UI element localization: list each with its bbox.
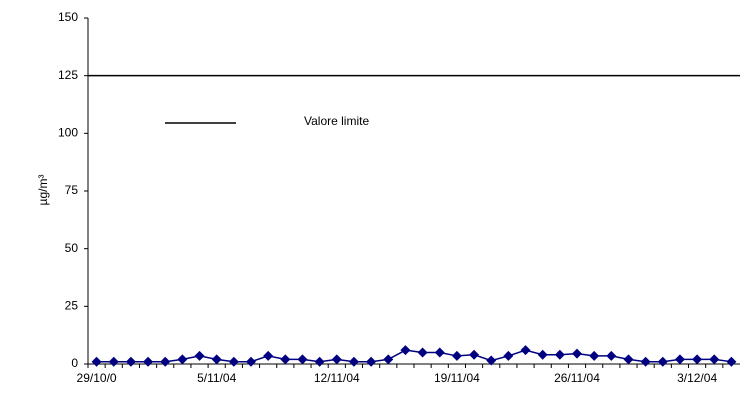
- y-tick-label: 100: [58, 126, 78, 140]
- y-tick-label: 25: [65, 299, 79, 313]
- data-point: [726, 356, 737, 367]
- data-point: [297, 354, 308, 365]
- data-point: [108, 356, 119, 367]
- data-point: [606, 350, 617, 361]
- data-point: [572, 348, 582, 359]
- data-point: [520, 345, 531, 356]
- y-tick-label: 125: [58, 68, 78, 82]
- data-point: [589, 350, 600, 361]
- x-tick-label: 5/11/04: [197, 371, 236, 385]
- data-point: [434, 347, 445, 358]
- x-tick-label: 3/12/04: [677, 371, 717, 385]
- data-point: [177, 354, 188, 365]
- data-point: [366, 356, 377, 367]
- x-tick-label: 26/11/04: [554, 371, 600, 385]
- data-point: [503, 350, 514, 361]
- x-tick-label: 19/11/04: [434, 371, 480, 385]
- data-point: [228, 356, 239, 367]
- data-point: [125, 356, 136, 367]
- data-point: [400, 345, 411, 356]
- y-tick-label: 0: [71, 356, 78, 370]
- data-point: [143, 356, 154, 367]
- data-point: [194, 350, 205, 361]
- y-tick-label: 75: [65, 183, 79, 197]
- data-point: [417, 347, 428, 358]
- data-point: [469, 349, 480, 360]
- data-point: [314, 356, 325, 367]
- data-point: [674, 354, 685, 365]
- y-axis-label: µg/m³: [36, 175, 50, 206]
- data-point: [640, 356, 651, 367]
- data-point: [657, 356, 668, 367]
- x-tick-label: 29/10/0: [77, 371, 117, 385]
- data-point: [211, 354, 222, 365]
- data-point: [348, 356, 359, 367]
- y-tick-label: 150: [58, 10, 78, 24]
- data-point: [91, 356, 102, 367]
- data-point: [709, 354, 720, 365]
- legend-label: Valore limite: [304, 114, 369, 128]
- data-point: [451, 350, 462, 361]
- x-tick-label: 12/11/04: [314, 371, 360, 385]
- data-point: [280, 354, 291, 365]
- data-point: [383, 354, 394, 365]
- data-point: [263, 350, 274, 361]
- data-point: [331, 354, 342, 365]
- series-line: [96, 349, 732, 363]
- data-point: [623, 354, 634, 365]
- data-point: [246, 356, 256, 367]
- data-point: [160, 356, 171, 367]
- data-point: [692, 354, 703, 365]
- data-point: [537, 349, 548, 360]
- data-point: [486, 355, 497, 366]
- data-point: [554, 349, 565, 360]
- y-tick-label: 50: [65, 241, 79, 255]
